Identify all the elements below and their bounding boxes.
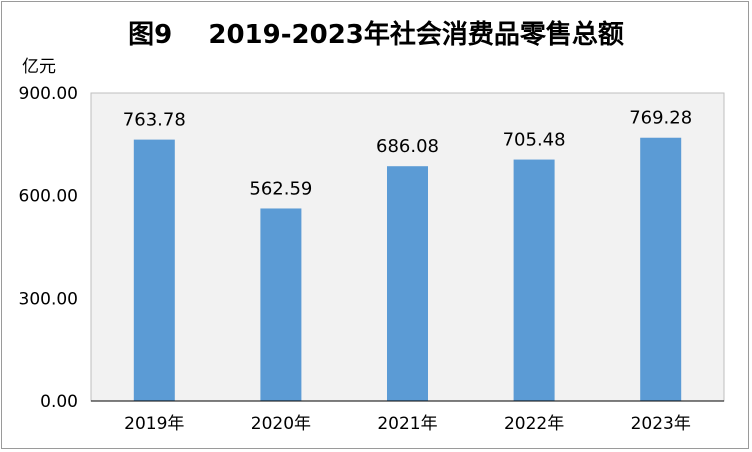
x-tick-label: 2023年 xyxy=(631,414,691,434)
y-axis-ticks: 0.00 300.00 600.00 900.00 xyxy=(19,84,78,412)
bar xyxy=(640,137,682,401)
y-tick-label: 0.00 xyxy=(40,392,78,412)
bars xyxy=(133,137,682,402)
data-label: 686.08 xyxy=(376,136,439,157)
y-tick-label: 600.00 xyxy=(19,187,78,207)
bar xyxy=(260,208,302,401)
y-tick-label: 900.00 xyxy=(19,84,78,104)
x-tick-label: 2019年 xyxy=(124,414,184,434)
x-axis-ticks: 2019年 2020年 2021年 2022年 2023年 xyxy=(124,414,691,434)
y-tick-label: 300.00 xyxy=(19,289,78,309)
bar xyxy=(387,166,428,401)
bar xyxy=(513,159,555,401)
data-label: 769.28 xyxy=(629,108,692,129)
data-label: 763.78 xyxy=(123,110,186,131)
x-tick-label: 2021年 xyxy=(377,414,437,434)
data-labels: 763.78 562.59 686.08 705.48 769.28 xyxy=(123,108,692,200)
bar xyxy=(133,139,175,402)
x-tick-label: 2020年 xyxy=(251,414,311,434)
x-tick-label: 2022年 xyxy=(504,414,564,434)
chart-title: 图9 2019-2023年社会消费品零售总额 xyxy=(128,20,624,50)
data-label: 705.48 xyxy=(503,130,566,151)
data-label: 562.59 xyxy=(249,178,312,199)
y-axis-label: 亿元 xyxy=(22,57,56,77)
